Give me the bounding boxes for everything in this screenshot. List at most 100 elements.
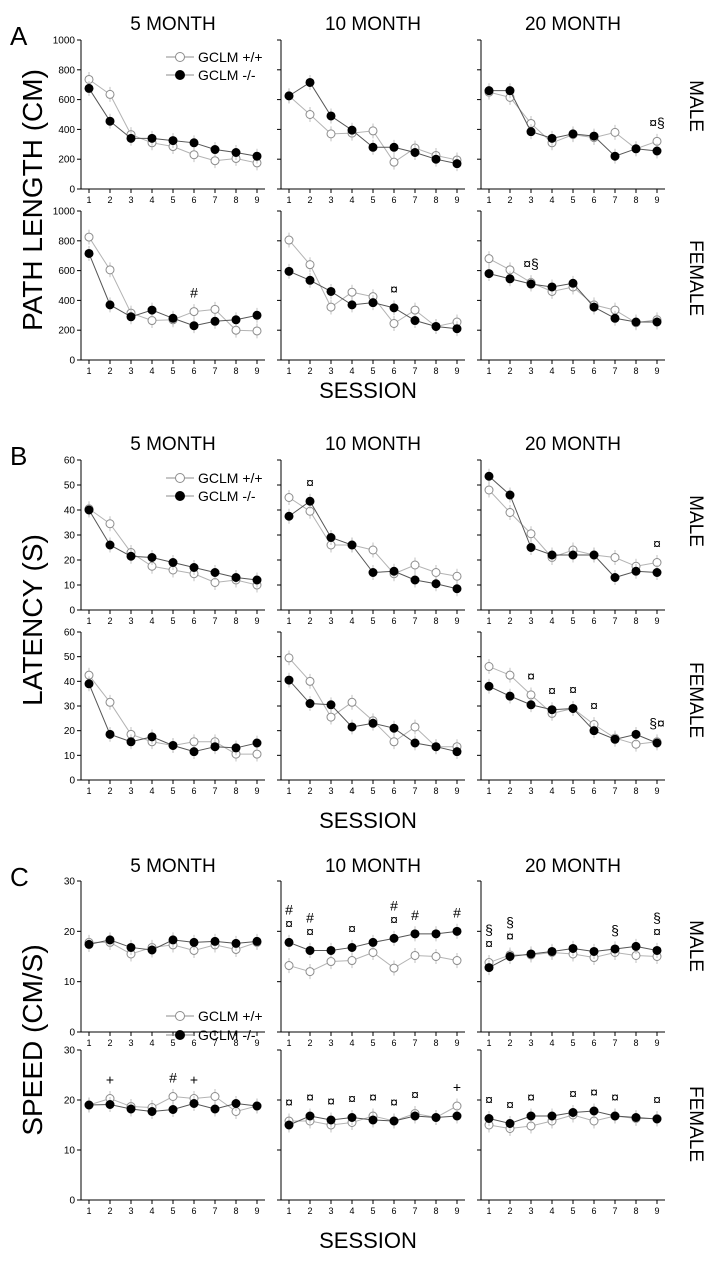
x-tick-label: 2 (307, 1038, 312, 1048)
significance-marker: + (453, 1079, 461, 1095)
data-point-wt (505, 670, 515, 680)
data-point-ko (610, 573, 620, 582)
data-point-ko (568, 703, 578, 713)
data-point-ko (305, 945, 315, 955)
x-tick-label: 8 (633, 366, 638, 376)
data-point-ko (568, 943, 578, 953)
x-tick-label: 4 (149, 195, 154, 205)
x-tick-label: 2 (107, 195, 112, 205)
data-point-wt (189, 307, 199, 317)
x-tick-label: 5 (570, 1038, 575, 1048)
data-point-ko (126, 133, 136, 143)
data-point-ko (147, 133, 157, 143)
data-point-wt (505, 508, 515, 517)
significance-marker: ¤ (548, 683, 556, 699)
panel-male-2: 1 2 3 4 5 6 7 8 9 ¤§ (477, 39, 665, 205)
legend-marker-ko (175, 491, 185, 501)
x-tick-label: 9 (254, 1038, 259, 1048)
x-tick-label: 5 (170, 366, 175, 376)
data-point-wt (368, 545, 378, 555)
data-point-ko (231, 1099, 241, 1108)
x-tick-label: 1 (486, 1038, 491, 1048)
significance-marker: ¤ (485, 1092, 493, 1108)
y-tick-label: 30 (64, 702, 76, 713)
x-tick-label: 8 (233, 786, 238, 796)
x-tick-label: 6 (191, 1206, 196, 1216)
row-label: FEMALE (685, 662, 706, 738)
panel-male-1: 1 2 3 4 5 6 7 8 9#¤ #¤ ¤#¤ # # (277, 880, 465, 1048)
column-header: 10 MONTH (325, 14, 421, 35)
y-tick-label: 400 (58, 296, 75, 307)
data-point-ko (326, 700, 336, 710)
x-tick-label: 6 (191, 786, 196, 796)
significance-marker: ¤ (506, 928, 514, 944)
x-tick-label: 2 (107, 786, 112, 796)
x-tick-label: 1 (486, 1206, 491, 1216)
x-axis-label: SESSION (319, 1228, 417, 1253)
x-tick-label: 4 (349, 195, 354, 205)
x-tick-label: 7 (412, 786, 417, 796)
data-point-ko (568, 1108, 578, 1117)
panel-female-0: 0 10 20 30 40 50 60 1 2 3 4 5 6 7 8 9 (64, 628, 265, 796)
x-tick-label: 7 (612, 616, 617, 626)
data-point-wt (389, 963, 399, 973)
data-point-wt (105, 265, 115, 275)
y-tick-label: 30 (64, 877, 76, 888)
data-point-ko (484, 269, 494, 279)
significance-marker: ¤ (527, 1089, 535, 1105)
x-tick-label: 8 (433, 195, 438, 205)
data-point-ko (631, 144, 641, 154)
data-point-ko (389, 142, 399, 152)
data-point-ko (231, 938, 241, 948)
data-point-ko (505, 274, 515, 284)
x-tick-label: 1 (286, 1038, 291, 1048)
data-point-wt (284, 493, 294, 502)
x-tick-label: 7 (612, 1206, 617, 1216)
x-tick-label: 9 (654, 786, 659, 796)
data-point-ko (252, 738, 262, 748)
data-point-ko (168, 313, 178, 323)
x-tick-label: 5 (570, 1206, 575, 1216)
legend-marker-ko (175, 1030, 185, 1040)
data-point-ko (452, 1111, 462, 1121)
row-label: MALE (685, 495, 706, 547)
significance-marker: ¤ (590, 698, 598, 714)
data-point-wt (326, 302, 336, 312)
significance-marker: ¤ (506, 1097, 514, 1113)
y-tick-label: 40 (64, 677, 76, 688)
x-tick-label: 1 (86, 1038, 91, 1048)
data-point-ko (189, 138, 199, 148)
x-tick-label: 2 (507, 195, 512, 205)
x-tick-label: 5 (370, 195, 375, 205)
data-point-ko (210, 1104, 220, 1114)
data-point-wt (305, 676, 315, 686)
x-tick-label: 6 (391, 616, 396, 626)
data-point-ko (547, 946, 557, 956)
x-tick-label: 4 (549, 616, 554, 626)
data-point-ko (410, 1111, 420, 1121)
significance-marker: # (306, 909, 314, 925)
data-point-ko (210, 316, 220, 326)
significance-marker: §¤ (649, 715, 665, 731)
y-axis-label: PATH LENGTH (CM) (17, 69, 48, 331)
data-point-ko (431, 321, 441, 331)
x-tick-label: 5 (570, 366, 575, 376)
data-point-ko (284, 1120, 294, 1130)
x-tick-label: 4 (149, 1206, 154, 1216)
x-tick-label: 4 (349, 1038, 354, 1048)
significance-marker: ¤§ (523, 256, 539, 272)
significance-marker: # (285, 901, 293, 917)
data-point-ko (652, 945, 662, 955)
legend-label-ko: GCLM -/- (198, 1027, 256, 1043)
data-point-ko (305, 496, 315, 506)
data-point-ko (589, 302, 599, 312)
x-tick-label: 6 (191, 366, 196, 376)
data-point-ko (347, 125, 357, 135)
x-tick-label: 4 (549, 366, 554, 376)
significance-marker: ¤ (569, 681, 577, 697)
data-point-ko (326, 111, 336, 121)
x-tick-label: 1 (286, 366, 291, 376)
x-tick-label: 7 (612, 195, 617, 205)
x-tick-label: 2 (307, 786, 312, 796)
x-tick-label: 7 (412, 616, 417, 626)
